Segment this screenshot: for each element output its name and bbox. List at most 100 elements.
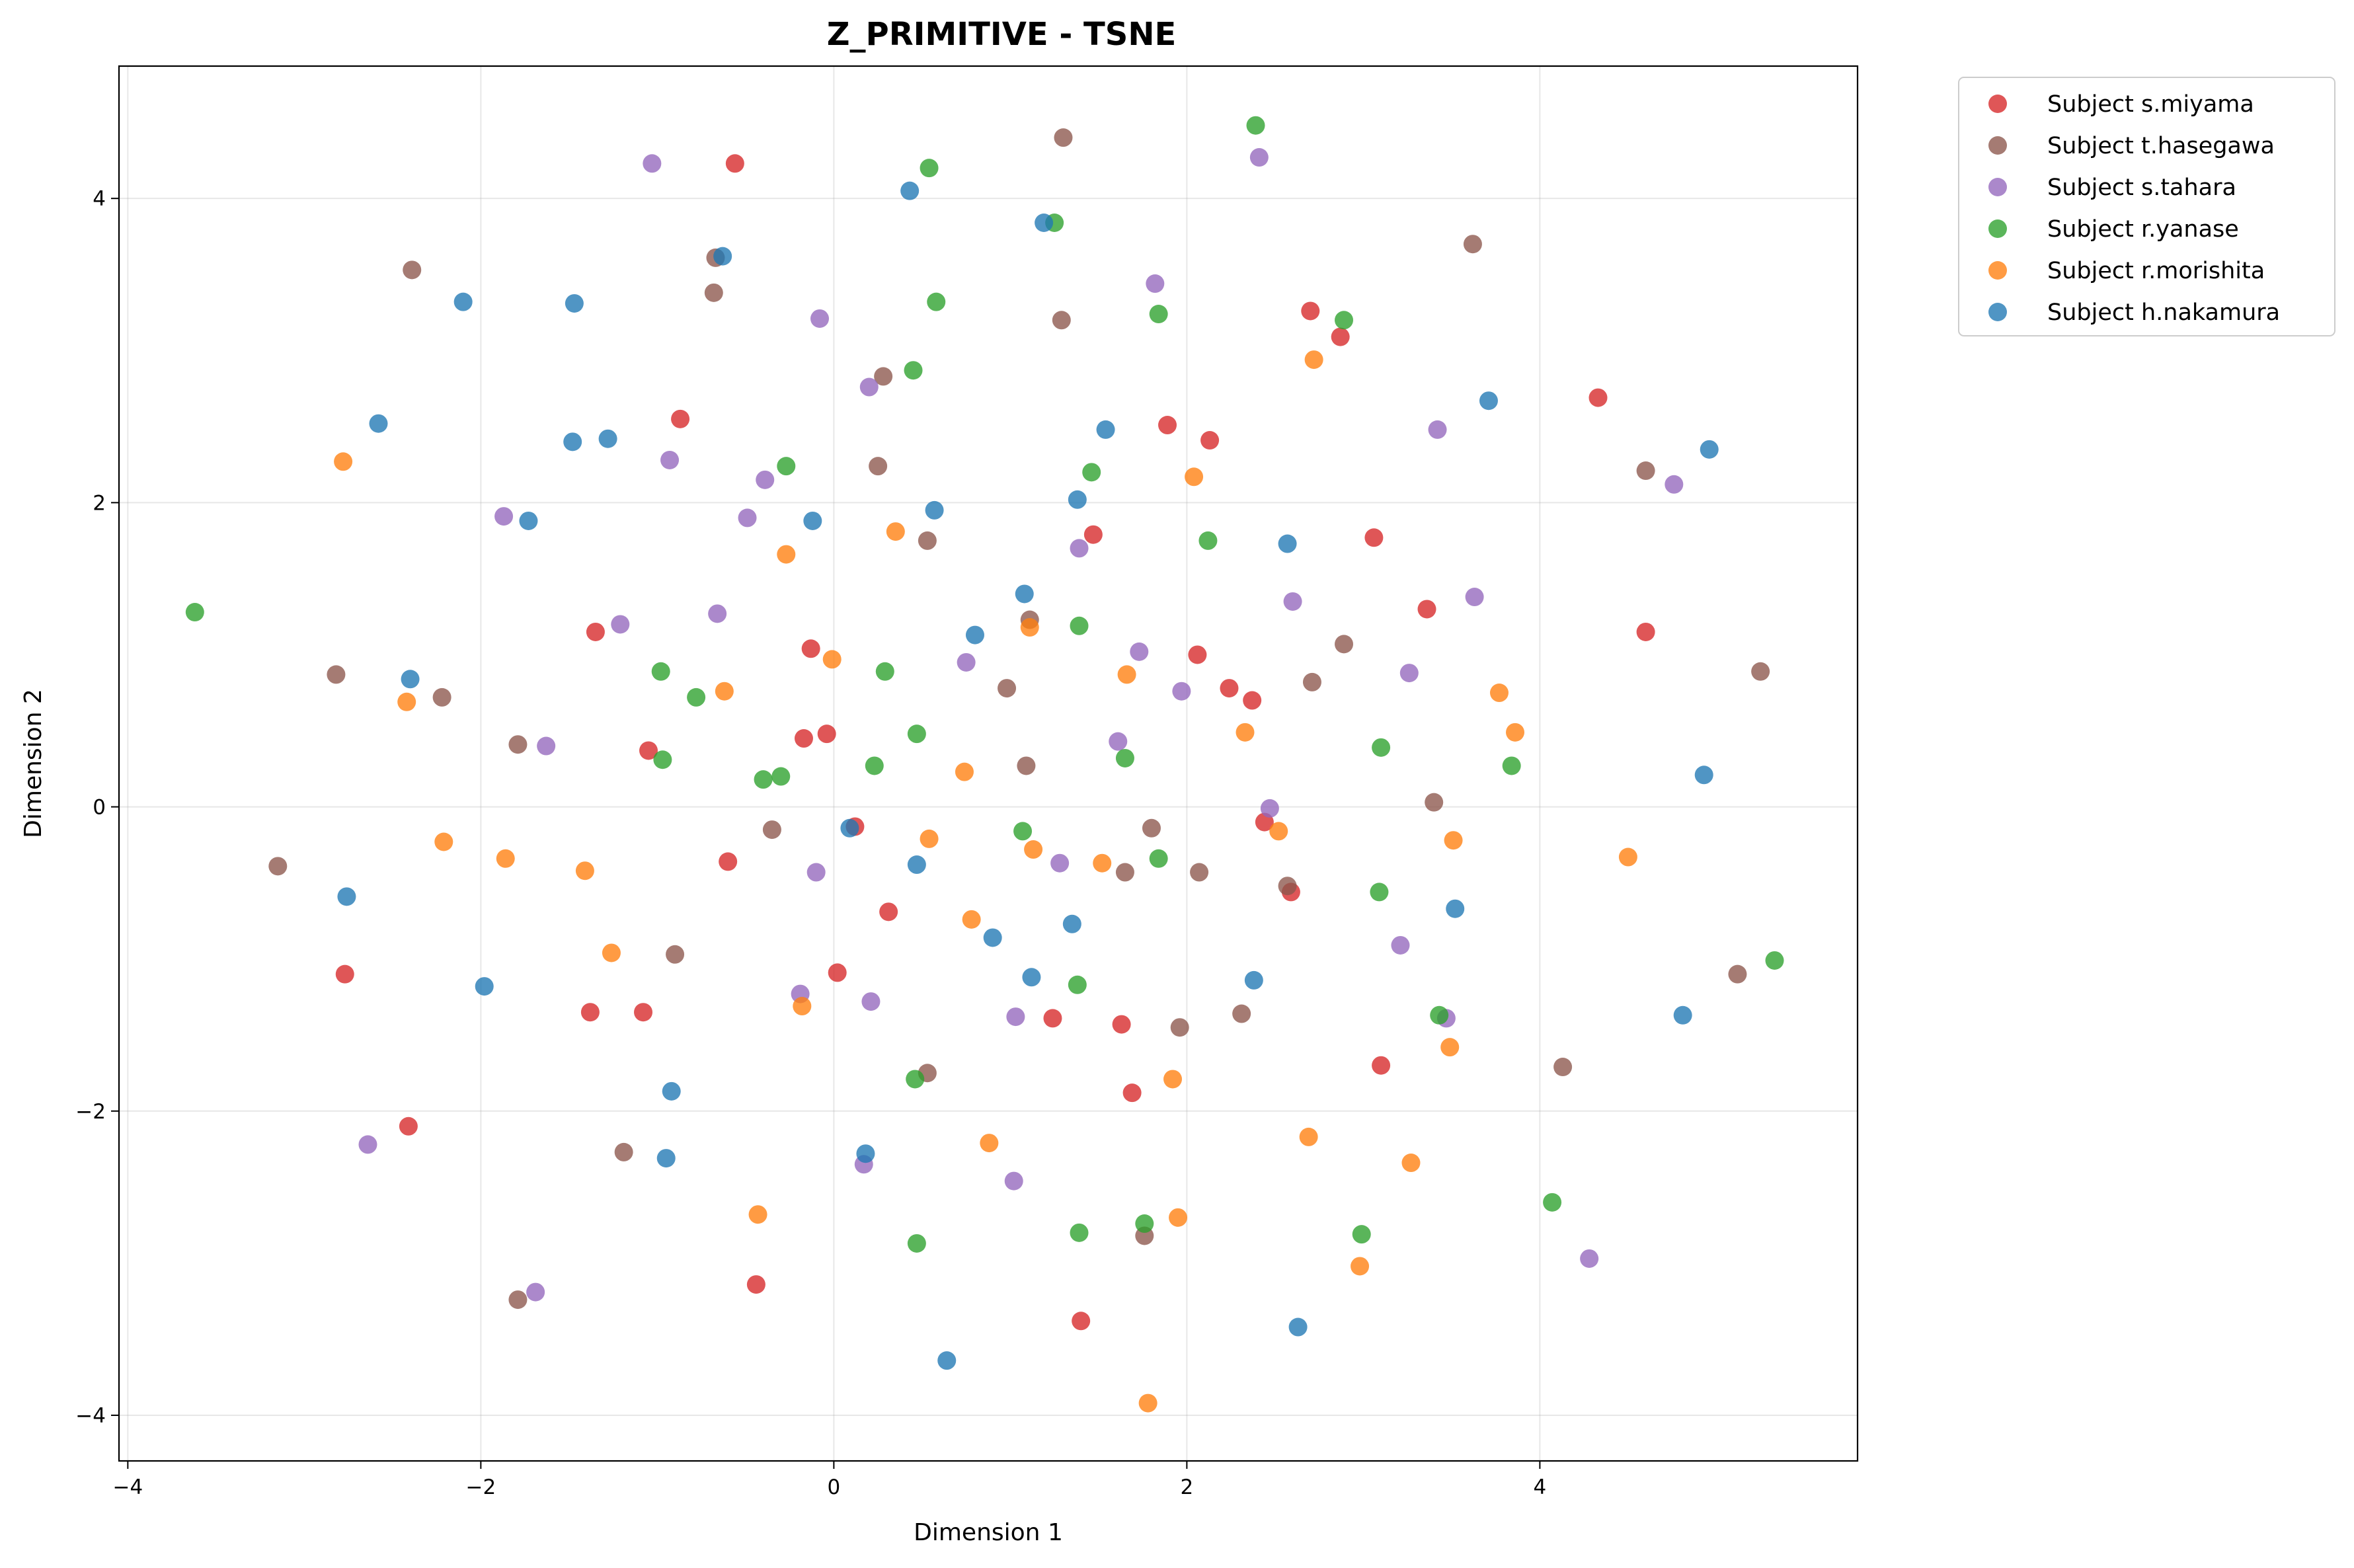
chart-title: Z_PRIMITIVE - TSNE (827, 16, 1177, 53)
point-subject-h-nakamura (656, 1149, 676, 1168)
point-subject-r-morishita (1506, 723, 1525, 742)
point-subject-r-yanase (1335, 311, 1354, 330)
point-subject-s-miyama (719, 852, 738, 871)
point-subject-s-tahara (1109, 732, 1128, 751)
point-subject-s-miyama (1364, 528, 1384, 547)
point-subject-r-yanase (1246, 116, 1265, 135)
point-subject-s-miyama (1112, 1015, 1131, 1034)
point-subject-t-hasegawa (1302, 672, 1321, 691)
point-subject-t-hasegawa (508, 735, 528, 754)
data-points (185, 116, 1784, 1413)
point-subject-t-hasegawa (1054, 128, 1073, 147)
y-axis-label: Dimension 2 (20, 689, 47, 838)
point-subject-t-hasegawa (403, 260, 422, 280)
point-subject-s-tahara (859, 377, 879, 397)
point-subject-s-tahara (1130, 642, 1149, 661)
point-subject-s-miyama (725, 154, 744, 173)
point-subject-h-nakamura (1062, 914, 1081, 933)
point-subject-s-tahara (1399, 664, 1419, 683)
point-subject-t-hasegawa (1142, 818, 1161, 838)
point-subject-h-nakamura (1288, 1317, 1308, 1337)
point-subject-r-morishita (1024, 840, 1043, 859)
y-tick-label: −2 (75, 1100, 106, 1124)
point-subject-r-yanase (907, 725, 926, 744)
point-subject-h-nakamura (856, 1144, 875, 1163)
point-subject-r-morishita (1299, 1127, 1318, 1146)
legend-label-subject-t-hasegawa: Subject t.hasegawa (2047, 133, 2275, 159)
point-subject-t-hasegawa (268, 857, 288, 876)
point-subject-s-tahara (1391, 935, 1410, 955)
point-subject-r-yanase (1135, 1214, 1154, 1234)
point-subject-h-nakamura (983, 928, 1002, 947)
point-subject-t-hasegawa (1170, 1018, 1189, 1037)
point-subject-t-hasegawa (614, 1142, 633, 1161)
point-subject-s-tahara (643, 154, 662, 173)
point-subject-s-tahara (1665, 475, 1684, 494)
point-subject-h-nakamura (1035, 214, 1054, 233)
point-subject-r-morishita (920, 829, 939, 848)
point-subject-s-miyama (1072, 1312, 1091, 1331)
point-subject-s-miyama (1122, 1083, 1142, 1103)
point-subject-s-tahara (1249, 148, 1269, 167)
point-subject-r-morishita (602, 943, 621, 962)
point-subject-t-hasegawa (1553, 1058, 1573, 1077)
point-subject-r-yanase (1430, 1005, 1449, 1025)
point-subject-t-hasegawa (1728, 964, 1747, 984)
point-subject-s-miyama (1417, 600, 1436, 619)
point-subject-r-yanase (1372, 738, 1391, 757)
point-subject-r-morishita (1169, 1208, 1188, 1227)
point-subject-h-nakamura (1244, 970, 1263, 990)
point-subject-t-hasegawa (1751, 662, 1770, 681)
point-subject-t-hasegawa (1052, 311, 1071, 330)
point-subject-r-morishita (1618, 847, 1637, 867)
point-subject-s-tahara (358, 1135, 377, 1154)
point-subject-r-morishita (1304, 350, 1323, 370)
point-subject-r-morishita (715, 682, 734, 701)
legend-label-subject-r-yanase: Subject r.yanase (2047, 216, 2239, 243)
point-subject-r-morishita (1269, 822, 1288, 841)
point-subject-h-nakamura (401, 670, 420, 689)
point-subject-r-morishita (1117, 665, 1136, 684)
legend-marker-subject-s-miyama (1988, 95, 2007, 113)
point-subject-s-tahara (806, 863, 826, 882)
point-subject-r-morishita (793, 997, 812, 1016)
point-subject-s-tahara (526, 1282, 545, 1302)
point-subject-r-yanase (687, 687, 706, 707)
point-subject-r-yanase (1082, 463, 1101, 482)
point-subject-t-hasegawa (432, 687, 451, 707)
point-subject-r-yanase (1115, 748, 1134, 767)
point-subject-r-yanase (1068, 975, 1087, 994)
point-subject-t-hasegawa (1190, 863, 1209, 882)
legend-box (1958, 77, 2335, 336)
point-subject-s-tahara (1070, 539, 1089, 558)
point-subject-r-yanase (771, 767, 791, 786)
point-subject-h-nakamura (1694, 765, 1713, 785)
point-subject-r-morishita (748, 1205, 767, 1224)
point-subject-t-hasegawa (918, 531, 937, 550)
point-subject-t-hasegawa (508, 1290, 528, 1310)
point-subject-s-tahara (1004, 1171, 1023, 1191)
legend-label-subject-s-tahara: Subject s.tahara (2047, 175, 2236, 201)
y-tick-label: 2 (93, 491, 106, 515)
plot-frame (118, 65, 1859, 1462)
point-subject-t-hasegawa (704, 283, 723, 302)
point-subject-r-morishita (1401, 1154, 1421, 1173)
point-subject-s-tahara (1050, 853, 1070, 873)
point-subject-s-miyama (1243, 691, 1262, 710)
point-subject-r-morishita (886, 522, 905, 541)
y-tick-label: 0 (93, 796, 106, 820)
x-tick-label: −2 (466, 1475, 496, 1499)
point-subject-r-yanase (1149, 849, 1168, 868)
point-subject-r-morishita (955, 762, 974, 781)
point-subject-r-morishita (822, 650, 842, 669)
x-tick-label: −4 (112, 1475, 143, 1499)
point-subject-r-yanase (865, 756, 884, 775)
point-subject-s-tahara (1283, 592, 1302, 611)
point-subject-h-nakamura (937, 1351, 957, 1370)
point-subject-s-miyama (746, 1275, 765, 1294)
point-subject-h-nakamura (337, 887, 356, 906)
point-subject-t-hasegawa (869, 457, 888, 476)
point-subject-s-miyama (335, 964, 354, 984)
point-subject-r-yanase (653, 750, 672, 769)
